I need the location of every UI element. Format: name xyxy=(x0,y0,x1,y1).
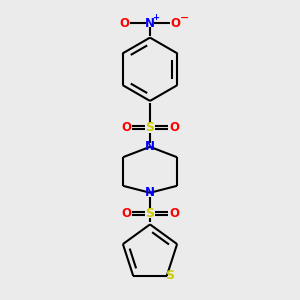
Text: N: N xyxy=(145,186,155,199)
Text: N: N xyxy=(145,140,155,153)
Text: O: O xyxy=(121,121,131,134)
Text: S: S xyxy=(146,121,154,134)
Text: S: S xyxy=(146,207,154,220)
Text: O: O xyxy=(169,207,179,220)
Text: −: − xyxy=(179,13,189,23)
Text: O: O xyxy=(170,17,180,30)
Text: S: S xyxy=(165,269,174,282)
Text: N: N xyxy=(145,17,155,30)
Text: O: O xyxy=(120,17,130,30)
Text: O: O xyxy=(169,121,179,134)
Text: +: + xyxy=(152,13,159,22)
Text: O: O xyxy=(121,207,131,220)
